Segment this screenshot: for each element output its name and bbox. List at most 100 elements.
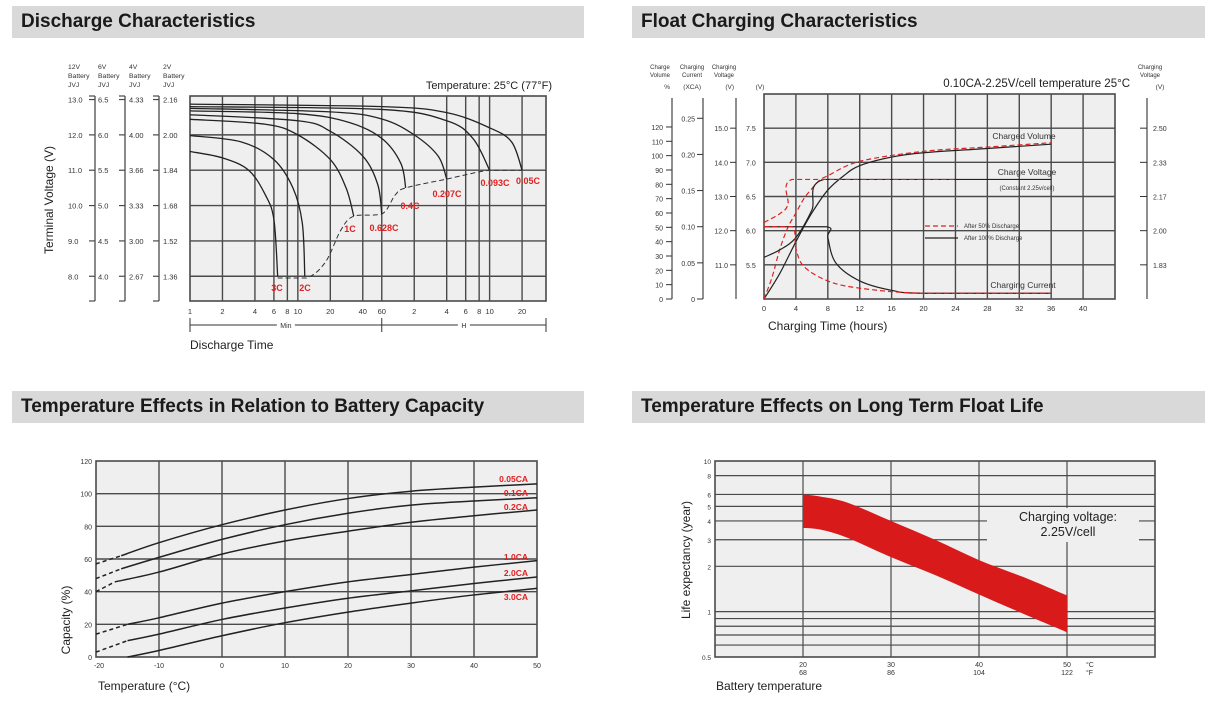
y-tick-label: 5 <box>707 504 711 511</box>
axis-tick-label: 90 <box>655 168 663 175</box>
voltage-tick-label: 3.00 <box>129 237 144 246</box>
axis-tick-label: 12.0 <box>714 229 728 236</box>
x-tick-label: 40 <box>1079 304 1087 313</box>
capacity-curve-2.0CA <box>127 576 538 642</box>
x-tick-label: 32 <box>1015 304 1023 313</box>
voltage-tick-label: 9.0 <box>68 237 78 246</box>
series-label: 0.207C <box>432 189 462 199</box>
axis-tick-label: 14.0 <box>714 160 728 167</box>
discharge-curve-0.4C <box>189 110 407 189</box>
series-label: 2C <box>299 283 311 293</box>
y-tick-label: 8 <box>707 474 711 481</box>
axis-tick-label: 50 <box>655 225 663 232</box>
axis-tick-label: 15.0 <box>714 126 728 133</box>
voltage-tick-label: 5.0 <box>98 202 108 211</box>
capacity-curve-1.0CA <box>127 559 538 626</box>
voltage-tick-label: 4.00 <box>129 131 144 140</box>
x-tick-label: 20 <box>326 307 334 316</box>
y-axis-label: Capacity (%) <box>59 586 73 655</box>
axis-tick-label: 11.0 <box>715 263 728 270</box>
axis-header: Charge <box>650 65 670 71</box>
voltage-scale-header: 6V <box>98 64 107 71</box>
curve-label-charge-voltage: Charge Voltage <box>998 167 1057 177</box>
range-label-bg <box>276 320 295 329</box>
axis-tick-label: 20 <box>655 268 663 275</box>
y-tick-label: 1 <box>707 610 711 617</box>
y-tick-label: 0 <box>88 655 92 662</box>
voltage-tick-label: 13.0 <box>68 96 83 105</box>
annotation-voltage-value: 2.25V/cell <box>1041 525 1096 539</box>
x-tick-label-fahrenheit: 122 <box>1061 670 1073 677</box>
capacity-curve-extrapolated-2.0CA <box>95 639 128 653</box>
curve-label-charged-volume: Charged Volume <box>992 131 1056 141</box>
axis-unit: (V) <box>1156 84 1165 91</box>
x-tick-label: 24 <box>951 304 959 313</box>
voltage-scale-header: Battery <box>129 73 151 80</box>
x-tick-label: 28 <box>983 304 991 313</box>
chart-subtitle: 0.10CA-2.25V/cell temperature 25°C <box>943 78 1130 90</box>
y-axis-label: Terminal Voltage (V) <box>42 146 56 254</box>
y-tick-label: 10 <box>704 459 712 466</box>
x-tick-label: -20 <box>94 663 104 670</box>
axis-tick-label: 13.0 <box>714 195 728 202</box>
x-tick-label: 6 <box>464 307 468 316</box>
capacity-curve-extrapolated-0.1CA <box>95 568 122 580</box>
voltage-tick-label: 5.5 <box>98 166 108 175</box>
x-tick-label: 0 <box>220 663 224 670</box>
y-tick-label: 6 <box>707 492 711 499</box>
series-label: 0.2CA <box>504 502 528 512</box>
curve-label-note: (Constant 2.25v/cell) <box>999 186 1054 192</box>
discharge-curve-0.093C <box>189 105 491 171</box>
legend-label: After 50% Discharge <box>964 224 1020 230</box>
axis-unit: (V) <box>725 84 734 91</box>
axis-header: Charging <box>712 65 736 71</box>
axis-header: Voltage <box>1140 73 1161 79</box>
voltage-tick-label: 2.00 <box>163 131 178 140</box>
axis-tick-label: 6.5 <box>746 195 756 202</box>
curve-volume-after-50pct <box>763 142 1052 300</box>
plot-area <box>189 95 547 302</box>
panel-title-float-charging: Float Charging Characteristics <box>632 6 1205 38</box>
y-tick-label: 2 <box>707 564 711 571</box>
y-tick-label: 120 <box>80 459 92 466</box>
series-label: 0.4C <box>400 201 420 211</box>
voltage-scale-header: JVJ <box>68 82 79 89</box>
temperature-annotation: Temperature: 25°C (77°F) <box>426 80 552 92</box>
axis-tick-label: 0.10 <box>681 225 695 232</box>
axis-tick-label: 60 <box>655 211 663 218</box>
x-tick-label: 40 <box>359 307 367 316</box>
panel-title-discharge: Discharge Characteristics <box>12 6 584 38</box>
axis-tick-label: 0.25 <box>681 116 695 123</box>
axis-tick-label: 2.17 <box>1153 195 1167 202</box>
voltage-tick-label: 8.0 <box>68 272 78 281</box>
axis-tick-label: 10 <box>655 283 663 290</box>
legend-label: After 100% Discharge <box>964 236 1023 242</box>
x-tick-label-fahrenheit: 104 <box>973 670 985 677</box>
x-tick-label-celsius: 20 <box>799 662 807 669</box>
curve-label-charging-current: Charging Current <box>990 280 1056 290</box>
discharge-chart: 1 2 4 6 8 10 20 40 60 2 4 6 8 10 2012VBatteryJVJ13.012… <box>42 64 552 352</box>
discharge-curve-0.207C <box>189 107 448 180</box>
voltage-tick-label: 4.33 <box>129 96 144 105</box>
axis-tick-label: 0 <box>691 297 695 304</box>
axis-tick-label: 100 <box>651 154 663 161</box>
x-tick-label: 2 <box>220 307 224 316</box>
x-tick-label: 40 <box>470 663 478 670</box>
x-tick-label: 12 <box>856 304 864 313</box>
x-tick-label: 2 <box>412 307 416 316</box>
x-tick-label: 6 <box>272 307 276 316</box>
x-tick-label: 4 <box>445 307 449 316</box>
discharge-curve-3C <box>189 150 279 277</box>
axis-header: Volume <box>650 73 671 79</box>
axis-header: Voltage <box>714 73 735 79</box>
x-tick-label: 50 <box>533 663 541 670</box>
capacity-curve-0.2CA <box>114 509 538 583</box>
x-unit-fahrenheit: °F <box>1086 669 1093 677</box>
axis-tick-label: 7.5 <box>746 126 756 133</box>
discharge-curve-0.628C <box>189 114 383 215</box>
axis-header: Charging <box>1138 65 1162 71</box>
voltage-tick-label: 2.16 <box>163 96 178 105</box>
y-tick-label: 80 <box>84 524 92 531</box>
y-axis-label: Life expectancy (year) <box>679 501 693 619</box>
